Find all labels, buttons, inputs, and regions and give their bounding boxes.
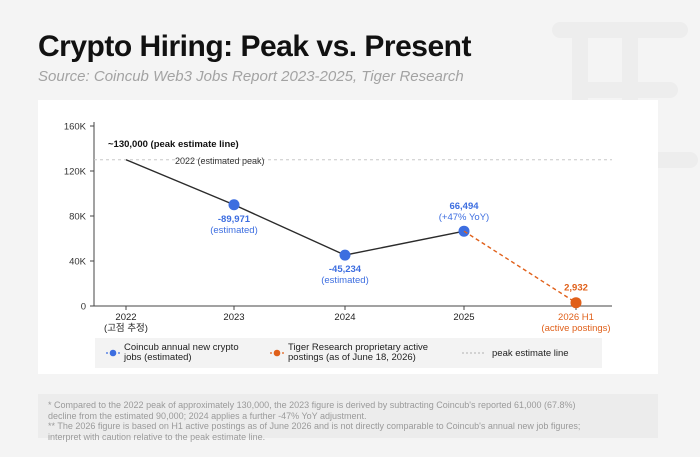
- x-tick-label: (고점 추정): [104, 322, 148, 334]
- legend-box: [95, 338, 602, 368]
- legend-label: Tiger Research proprietary active: [288, 342, 428, 353]
- tiger-series-line: [463, 230, 577, 304]
- legend-coincub-swatch: [109, 349, 117, 357]
- legend-label: peak estimate line: [492, 348, 569, 359]
- legend-label: jobs (estimated): [123, 352, 192, 363]
- data-label: -89,971: [218, 214, 251, 225]
- data-label: 66,494: [449, 201, 479, 212]
- footnote-line: * Compared to the 2022 peak of approxima…: [48, 400, 576, 410]
- data-label: (+47% YoY): [439, 212, 489, 223]
- data-label: 2,932: [564, 283, 588, 294]
- x-tick-label: 2024: [334, 312, 355, 323]
- page-title: Crypto Hiring: Peak vs. Present: [38, 30, 471, 63]
- coincub-series-line: [125, 159, 465, 256]
- data-label: ~130,000 (peak estimate line): [108, 139, 239, 150]
- y-tick-label: 80K: [69, 212, 87, 223]
- legend-label: Coincub annual new crypto: [124, 342, 239, 353]
- data-label: (estimated): [321, 275, 369, 286]
- legend-label: postings (as of June 18, 2026): [288, 352, 416, 363]
- data-label: (estimated): [210, 225, 258, 236]
- x-tick-label: 2023: [223, 312, 244, 323]
- chart-panel: 0 40K 80K 120K 160K 2022 (고점 추정) 2023 2024 2025 20…: [38, 100, 658, 374]
- peak-line-label: 2022 (estimated peak): [175, 156, 265, 166]
- legend-tiger-swatch: [273, 349, 281, 357]
- data-label: -45,234: [329, 264, 362, 275]
- x-tick-label: (active postings): [541, 323, 610, 334]
- footnote-line: decline from the estimated 90,000; 2024 …: [48, 410, 367, 421]
- y-tick-label: 0: [81, 302, 86, 313]
- coincub-data-point: [228, 199, 240, 211]
- tiger-data-point: [570, 297, 582, 309]
- footnote-line: interpret with caution relative to the p…: [48, 431, 266, 442]
- brand-watermark: [542, 22, 698, 178]
- y-tick-label: 120K: [64, 167, 87, 178]
- x-tick-label: 2025: [453, 312, 474, 323]
- y-tick-label: 40K: [69, 257, 87, 268]
- x-tick-label: 2026 H1: [558, 312, 594, 323]
- footnote-line: ** The 2026 figure is based on H1 active…: [48, 421, 581, 431]
- coincub-data-point: [339, 249, 351, 261]
- page-subtitle: Source: Coincub Web3 Jobs Report 2023-20…: [38, 68, 464, 85]
- line-chart: 0 40K 80K 120K 160K 2022(고점 추정) 2023 2024 2025 20…: [64, 122, 612, 368]
- y-tick-label: 160K: [64, 122, 87, 133]
- footnotes: * Compared to the 2022 peak of approxima…: [38, 394, 658, 442]
- x-tick-label: 2022: [115, 312, 136, 323]
